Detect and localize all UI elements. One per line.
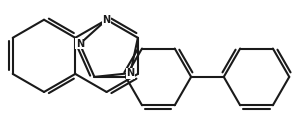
Text: N: N <box>126 68 134 78</box>
Text: N: N <box>76 39 84 49</box>
Text: N: N <box>102 15 111 25</box>
